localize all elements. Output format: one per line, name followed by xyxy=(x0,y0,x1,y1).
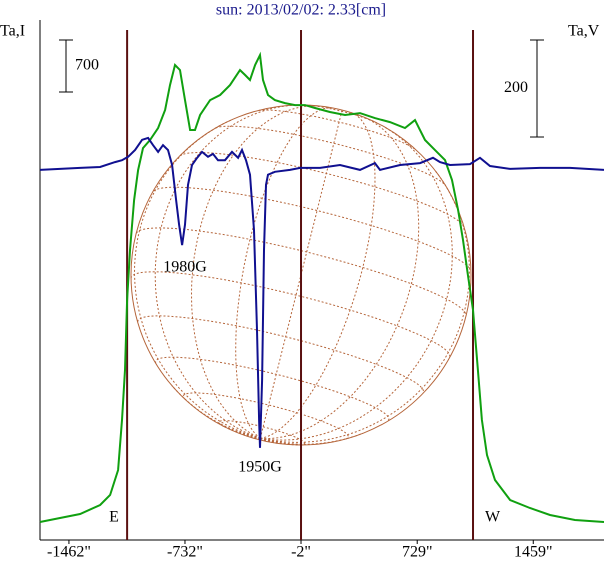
globe-parallel xyxy=(215,125,446,186)
globe-meridian xyxy=(259,109,343,439)
x-tick-label: -1462" xyxy=(47,544,91,561)
globe-meridian xyxy=(260,432,364,445)
globe-meridian xyxy=(260,170,470,443)
x-tick-label: -732" xyxy=(167,544,203,561)
globe-meridian xyxy=(260,437,277,444)
globe-meridian xyxy=(171,385,261,439)
globe-meridian xyxy=(154,104,297,439)
globe-parallel xyxy=(135,227,467,316)
scale-bar-label: 700 xyxy=(75,57,99,74)
series-line xyxy=(39,51,604,523)
globe-parallel xyxy=(182,392,349,440)
globe-parallel xyxy=(130,271,451,358)
limb-label: E xyxy=(109,509,119,526)
globe-parallel xyxy=(153,186,472,271)
annotation: 1980G xyxy=(163,259,207,276)
x-tick-label: 1459" xyxy=(514,544,553,561)
globe-meridian xyxy=(260,112,376,439)
globe-parallel xyxy=(137,315,425,394)
limb-label: W xyxy=(485,509,501,526)
globe-meridian xyxy=(235,107,334,439)
globe-meridian xyxy=(260,126,453,441)
scale-bar-label: 200 xyxy=(504,79,528,96)
y-axis-label: Ta,I xyxy=(0,23,25,40)
chart-title: sun: 2013/02/02: 2.33[cm] xyxy=(216,2,386,19)
solar-globe xyxy=(130,104,472,446)
globe-parallel xyxy=(154,356,390,422)
annotation: 1950G xyxy=(238,459,282,476)
x-tick-label: 729" xyxy=(402,544,433,561)
x-tick-label: -2" xyxy=(291,544,311,561)
globe-meridian xyxy=(133,119,261,439)
series-line xyxy=(39,136,604,448)
y2-axis-label: Ta,V xyxy=(568,23,600,40)
